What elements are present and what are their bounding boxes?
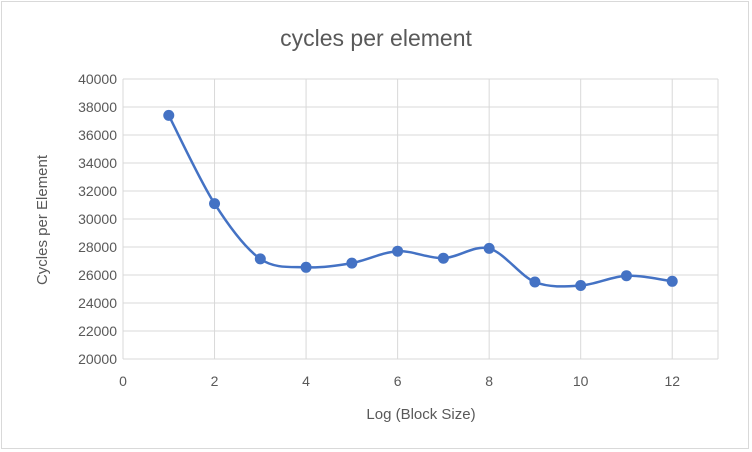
- x-tick-label: 10: [573, 373, 589, 389]
- y-tick-labels: 20000 22000 24000 26000 28000 30000 32000 34000…: [78, 71, 117, 367]
- data-point: [666, 275, 678, 287]
- x-tick-label: 8: [485, 373, 493, 389]
- series-line: [167, 114, 673, 288]
- gridlines: [122, 78, 719, 360]
- y-tick-label: 20000: [78, 351, 117, 367]
- y-tick-label: 36000: [78, 127, 117, 143]
- data-point: [483, 242, 495, 254]
- x-tick-label: 0: [119, 373, 127, 389]
- data-point: [346, 257, 358, 269]
- y-tick-label: 32000: [78, 183, 117, 199]
- x-tick-label: 4: [302, 373, 310, 389]
- y-tick-label: 40000: [78, 71, 117, 87]
- data-point: [254, 253, 266, 265]
- y-tick-label: 34000: [78, 155, 117, 171]
- data-point: [575, 280, 587, 291]
- x-axis-label: Log (Block Size): [366, 406, 475, 423]
- y-axis-label: Cycles per Element: [34, 154, 51, 285]
- y-tick-label: 38000: [78, 99, 117, 115]
- chart-title: cycles per element: [280, 25, 472, 51]
- y-tick-label: 28000: [78, 239, 117, 255]
- data-points: [163, 109, 678, 291]
- data-point: [209, 198, 221, 210]
- y-tick-label: 26000: [78, 267, 117, 283]
- x-tick-label: 6: [394, 373, 402, 389]
- y-tick-label: 30000: [78, 211, 117, 227]
- data-point: [620, 270, 632, 282]
- x-tick-label: 12: [664, 373, 680, 389]
- data-point: [163, 109, 175, 121]
- data-point: [437, 252, 449, 264]
- y-tick-label: 24000: [78, 295, 117, 311]
- data-point: [392, 245, 404, 257]
- data-point: [300, 261, 312, 273]
- y-tick-label: 22000: [78, 323, 117, 339]
- data-point: [529, 276, 541, 288]
- x-tick-label: 2: [211, 373, 219, 389]
- x-tick-labels: 0 2 4 6 8 10 12: [119, 373, 680, 389]
